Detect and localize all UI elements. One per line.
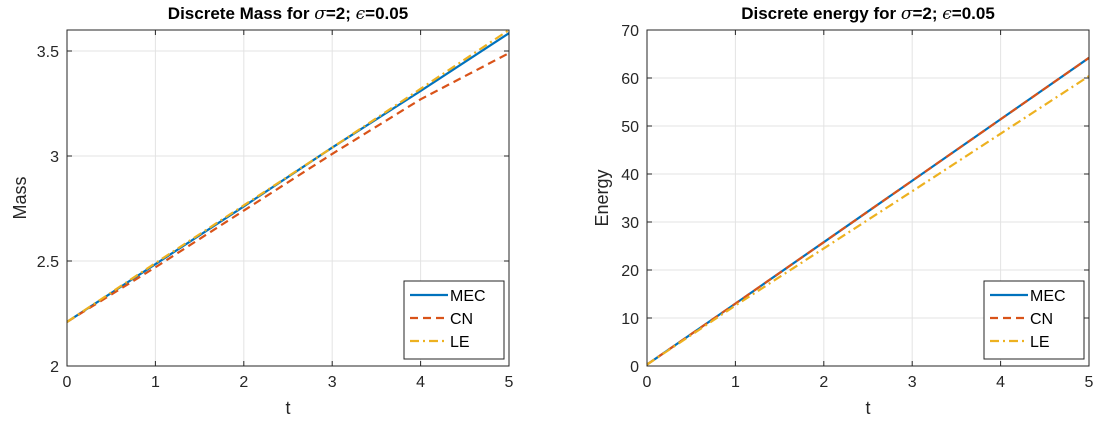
chart-2-x-tick-label: 0 bbox=[643, 374, 652, 391]
chart-2-axes-box bbox=[646, 29, 1090, 367]
chart-1-y-tick-label: 2 bbox=[50, 359, 59, 376]
chart-1-y-tick-label: 3 bbox=[50, 149, 59, 166]
chart-2-series-cn-line bbox=[646, 56, 1090, 366]
chart-1-x-tick-label: 2 bbox=[239, 374, 248, 391]
chart-1-x-tick-label: 5 bbox=[505, 374, 514, 391]
chart-2-legend-label-mec: MEC bbox=[1030, 288, 1066, 305]
chart-1-legend-label-mec: MEC bbox=[450, 288, 486, 305]
chart-1-series-mec-line bbox=[66, 32, 510, 323]
chart-1-series-cn-line bbox=[66, 52, 510, 323]
chart-2-legend-label-le: LE bbox=[1030, 334, 1050, 351]
chart-2-title-part: Discrete energy for bbox=[741, 4, 901, 23]
chart-1-panel: 0 1 2 3 4 5 2 2.5 3 3.5 t Mass Discrete Mass for σ=2… bbox=[10, 4, 514, 418]
chart-1-series-le-line bbox=[66, 29, 510, 323]
chart-2-y-tick-label: 60 bbox=[621, 71, 639, 88]
chart-2-y-axis-label: Energy bbox=[592, 169, 612, 226]
chart-1-x-tick-label: 0 bbox=[63, 374, 72, 391]
chart-1-y-axis-label: Mass bbox=[10, 176, 30, 219]
chart-1-x-tick-label: 3 bbox=[328, 374, 337, 391]
chart-2-series-le-line bbox=[646, 75, 1090, 366]
chart-1-y-tick-label: 3.5 bbox=[37, 44, 59, 61]
chart-2-x-tick-label: 2 bbox=[819, 374, 828, 391]
chart-1-legend-label-cn: CN bbox=[450, 311, 473, 328]
chart-1-title-part: σ bbox=[314, 4, 326, 24]
chart-2-legend: MEC CN LE bbox=[983, 280, 1085, 360]
chart-1-axes-box bbox=[66, 29, 510, 367]
chart-1-title-part: Discrete Mass for bbox=[168, 4, 314, 23]
chart-2-title: Discrete energy for σ=2; ϵ=0.05 bbox=[741, 4, 995, 24]
chart-2-x-tick-label: 5 bbox=[1085, 374, 1094, 391]
chart-1-x-axis-label: t bbox=[285, 398, 290, 418]
chart-2-y-tick-label: 50 bbox=[621, 119, 639, 136]
chart-1-title-part: =0.05 bbox=[365, 4, 408, 23]
chart-2-legend-label-cn: CN bbox=[1030, 311, 1053, 328]
chart-2-title-part: =0.05 bbox=[952, 4, 995, 23]
chart-2-x-axis-label: t bbox=[865, 398, 870, 418]
chart-1-title-part: ϵ bbox=[356, 4, 366, 24]
chart-2-y-tick-label: 20 bbox=[621, 263, 639, 280]
chart-2-title-part: =2; bbox=[912, 4, 942, 23]
chart-1-legend: MEC CN LE bbox=[403, 280, 505, 360]
chart-2-y-tick-label: 0 bbox=[630, 359, 639, 376]
chart-2-x-tick-label: 4 bbox=[996, 374, 1005, 391]
chart-1-x-tick-label: 4 bbox=[416, 374, 425, 391]
chart-1-title-part: =2; bbox=[326, 4, 356, 23]
chart-1-legend-label-le: LE bbox=[450, 334, 470, 351]
chart-2-title-part: σ bbox=[901, 4, 913, 24]
chart-2-y-tick-label: 10 bbox=[621, 311, 639, 328]
chart-1-y-tick-label: 2.5 bbox=[37, 254, 59, 271]
chart-2-title-part: ϵ bbox=[942, 4, 952, 24]
chart-2-x-tick-label: 1 bbox=[731, 374, 740, 391]
chart-2-y-tick-label: 40 bbox=[621, 167, 639, 184]
chart-1-x-tick-label: 1 bbox=[151, 374, 160, 391]
chart-2-y-tick-label: 70 bbox=[621, 23, 639, 40]
chart-2-x-tick-label: 3 bbox=[908, 374, 917, 391]
chart-1-title: Discrete Mass for σ=2; ϵ=0.05 bbox=[168, 4, 408, 24]
chart-2-y-tick-label: 30 bbox=[621, 215, 639, 232]
